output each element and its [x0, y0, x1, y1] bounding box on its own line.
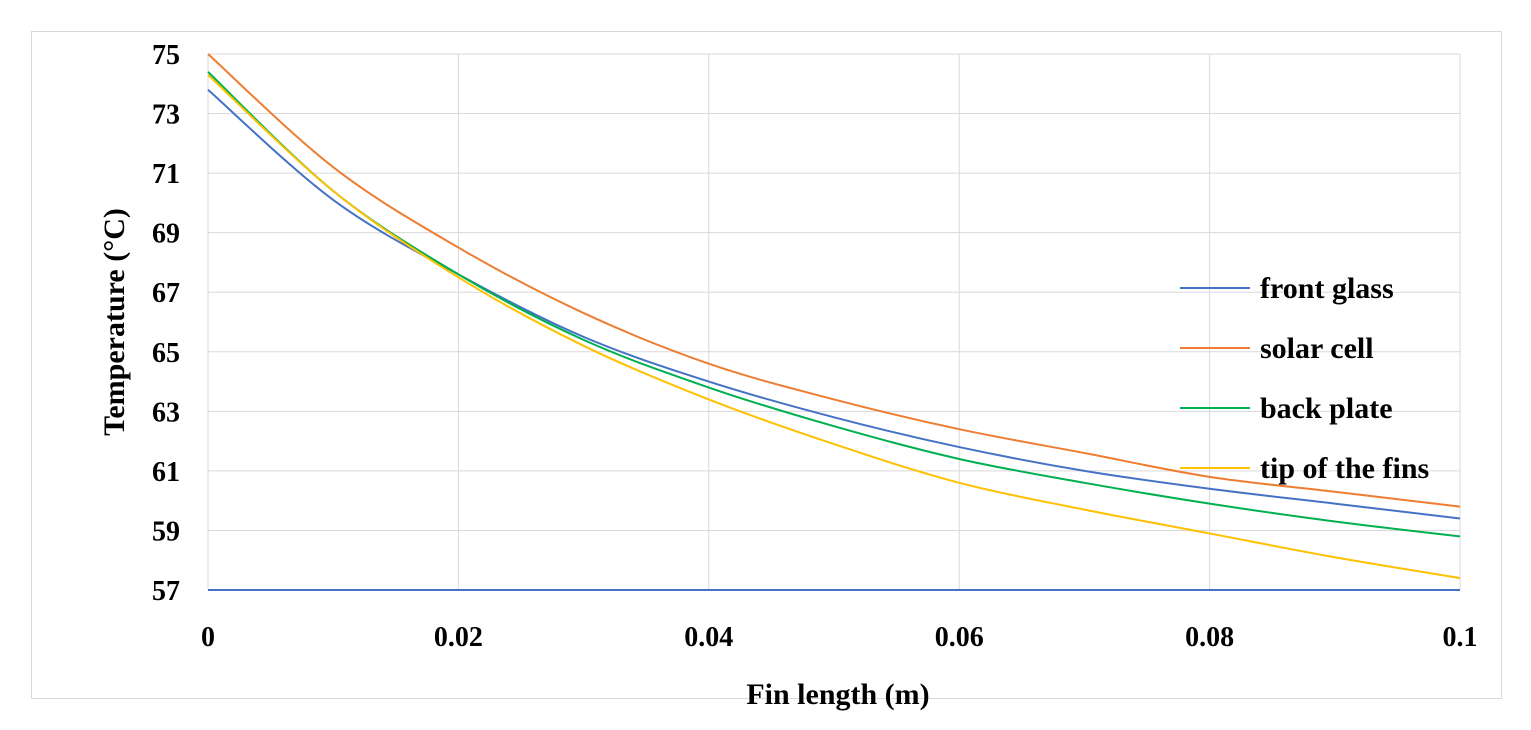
gridlines	[207, 53, 1461, 591]
series-line-tip-of-the-fins	[207, 74, 1461, 580]
x-tick-label: 0.04	[684, 622, 733, 653]
legend: front glass solar cell back plate tip of th…	[1180, 272, 1429, 485]
series-lines	[207, 53, 1461, 580]
y-axis-ticks: 57 59 61 63 65 67 69 71 73 75	[152, 40, 180, 607]
legend-label: tip of the fins	[1260, 452, 1429, 485]
y-tick-label: 75	[152, 40, 180, 71]
y-axis-title: Temperature (°C)	[98, 208, 131, 436]
y-tick-label: 71	[152, 159, 180, 190]
series-line-front-glass	[207, 88, 1461, 520]
y-tick-label: 61	[152, 457, 180, 488]
x-tick-label: 0.08	[1185, 622, 1234, 653]
y-tick-label: 65	[152, 338, 180, 369]
series-line-solar-cell	[207, 53, 1461, 508]
y-tick-label: 63	[152, 397, 180, 428]
legend-label: front glass	[1260, 272, 1394, 305]
legend-label: solar cell	[1260, 332, 1374, 365]
legend-item-solar-cell: solar cell	[1180, 332, 1374, 365]
x-tick-label: 0.1	[1443, 622, 1478, 653]
y-tick-label: 73	[152, 100, 180, 131]
legend-label: back plate	[1260, 392, 1393, 425]
legend-item-back-plate: back plate	[1180, 392, 1393, 425]
y-tick-label: 57	[152, 576, 180, 607]
y-tick-label: 69	[152, 219, 180, 250]
x-axis-title: Fin length (m)	[746, 678, 929, 711]
x-tick-label: 0.06	[935, 622, 984, 653]
x-tick-label: 0.02	[434, 622, 483, 653]
y-tick-label: 67	[152, 278, 180, 309]
legend-item-front-glass: front glass	[1180, 272, 1394, 305]
y-tick-label: 59	[152, 516, 180, 547]
legend-item-tip-of-the-fins: tip of the fins	[1180, 452, 1429, 485]
chart-frame	[31, 31, 1502, 699]
x-tick-label: 0	[201, 622, 215, 653]
x-axis-ticks: 0 0.02 0.04 0.06 0.08 0.1	[201, 622, 1478, 653]
